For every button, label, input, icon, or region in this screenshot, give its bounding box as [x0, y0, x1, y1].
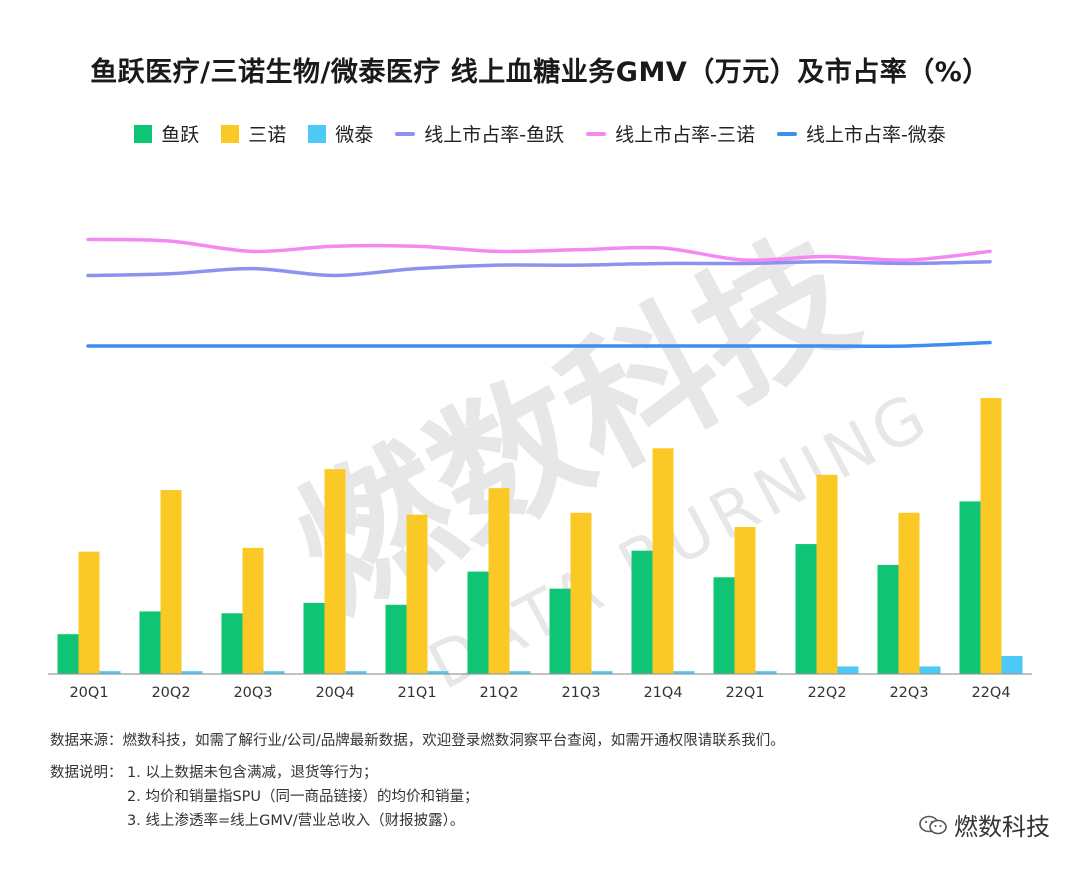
bar-sannuo-22q3 — [898, 512, 920, 674]
line-share-yuyue — [86, 259, 992, 278]
bar-yuyue-21q1 — [385, 604, 407, 674]
x-tick-label-20q2: 20Q2 — [151, 685, 190, 701]
bar-yuyue-21q3 — [549, 588, 571, 674]
bar-sannuo-21q2 — [488, 488, 510, 674]
bar-sannuo-20q2 — [160, 490, 182, 674]
legend-swatch-weitai — [308, 124, 327, 143]
x-tick-label-21q3: 21Q3 — [561, 685, 600, 701]
legend-swatch-sannuo — [221, 124, 240, 143]
bar-weitai-22q1 — [755, 671, 777, 674]
x-tick-label-20q4: 20Q4 — [315, 685, 354, 701]
bar-weitai-21q1 — [427, 671, 449, 674]
footer-note-1: 1. 以上数据未包含满减，退货等行为； — [127, 765, 378, 781]
bar-sannuo-21q3 — [570, 512, 592, 674]
bar-weitai-22q4 — [1001, 655, 1023, 674]
legend-label-share-yuyue: 线上市占率-鱼跃 — [424, 124, 565, 146]
legend-item-sannuo: 三诺 — [221, 120, 286, 147]
legend-swatch-share-weitai — [776, 131, 797, 136]
footer-note-3: 3. 线上渗透率=线上GMV/营业总收入（财报披露）。 — [127, 813, 465, 829]
brand-watermark: 燃数科技 — [918, 807, 1050, 842]
bar-weitai-22q2 — [837, 666, 859, 674]
x-tick-label-21q1: 21Q1 — [397, 685, 436, 701]
bar-yuyue-22q2 — [795, 544, 817, 674]
line-share-weitai — [86, 340, 992, 349]
bar-sannuo-20q3 — [242, 547, 264, 674]
bar-sannuo-22q1 — [734, 527, 756, 674]
bar-weitai-20q2 — [181, 671, 203, 674]
wechat-icon — [919, 815, 947, 834]
x-tick-label-20q3: 20Q3 — [233, 685, 272, 701]
x-axis-ticks: 20Q1 20Q2 20Q3 20Q4 21Q1 21Q2 21Q3 21Q4 22Q1 22Q2… — [69, 685, 1010, 701]
bar-weitai-20q1 — [99, 671, 121, 674]
bar-sannuo-20q1 — [78, 551, 100, 674]
x-tick-label-22q4: 22Q4 — [971, 685, 1010, 701]
bar-sannuo-20q4 — [324, 469, 346, 674]
legend-swatch-share-yuyue — [395, 131, 416, 136]
bar-yuyue-20q3 — [221, 613, 243, 674]
bar-weitai-20q4 — [345, 671, 367, 674]
x-tick-label-21q4: 21Q4 — [643, 685, 682, 701]
bar-weitai-20q3 — [263, 671, 285, 674]
lines-layer — [86, 237, 992, 349]
x-tick-label-21q2: 21Q2 — [479, 685, 518, 701]
legend-item-share-sannuo: 线上市占率-三诺 — [586, 120, 755, 147]
chart-title: 鱼跃医疗/三诺生物/微泰医疗 线上血糖业务GMV（万元）及市占率（%） — [90, 57, 990, 88]
brand-watermark-text: 燃数科技 — [954, 813, 1050, 841]
bars-layer — [57, 398, 1023, 674]
footer-source: 数据来源：燃数科技，如需了解行业/公司/品牌最新数据，欢迎登录燃数洞察平台查阅，… — [50, 733, 785, 749]
bar-sannuo-21q1 — [406, 514, 428, 674]
legend-item-yuyue: 鱼跃 — [134, 120, 199, 147]
bar-weitai-22q3 — [919, 666, 941, 674]
legend-swatch-yuyue — [134, 124, 153, 143]
bar-weitai-21q4 — [673, 671, 695, 674]
bar-yuyue-20q4 — [303, 602, 325, 674]
legend-label-share-sannuo: 线上市占率-三诺 — [615, 124, 755, 146]
legend-label-yuyue: 鱼跃 — [161, 124, 200, 146]
x-tick-label-22q1: 22Q1 — [725, 685, 764, 701]
bar-yuyue-22q4 — [959, 501, 981, 674]
line-share-sannuo — [86, 237, 992, 263]
bar-sannuo-22q2 — [816, 474, 838, 674]
x-tick-label-22q3: 22Q3 — [889, 685, 928, 701]
legend-label-sannuo: 三诺 — [248, 124, 287, 146]
legend-swatch-share-sannuo — [586, 131, 607, 136]
legend-item-share-weitai: 线上市占率-微泰 — [776, 120, 946, 147]
legend-item-share-yuyue: 线上市占率-鱼跃 — [395, 120, 564, 147]
x-tick-label-20q1: 20Q1 — [69, 685, 108, 701]
bar-yuyue-20q2 — [139, 611, 161, 674]
bar-yuyue-20q1 — [57, 634, 79, 674]
footer-note-2: 2. 均价和销量指SPU（同一商品链接）的均价和销量； — [127, 789, 479, 805]
bar-yuyue-21q4 — [631, 550, 653, 674]
bar-weitai-21q3 — [591, 671, 613, 674]
bar-yuyue-21q2 — [467, 571, 489, 674]
bar-sannuo-22q4 — [980, 398, 1002, 674]
footer-note-label: 数据说明： — [50, 765, 123, 781]
watermark: 燃数科技 DATA BURNING — [270, 207, 943, 704]
bar-sannuo-21q4 — [652, 448, 674, 674]
legend-label-weitai: 微泰 — [335, 124, 374, 146]
bar-weitai-21q2 — [509, 671, 531, 674]
legend: 鱼跃 三诺 微泰 线上市占率-鱼跃 线上市占率-三诺 线上市占率-微泰 — [0, 120, 1080, 147]
bar-yuyue-22q1 — [713, 577, 735, 674]
x-tick-label-22q2: 22Q2 — [807, 685, 846, 701]
bar-yuyue-22q3 — [877, 564, 899, 674]
legend-item-weitai: 微泰 — [308, 120, 373, 147]
legend-label-share-weitai: 线上市占率-微泰 — [805, 124, 946, 146]
